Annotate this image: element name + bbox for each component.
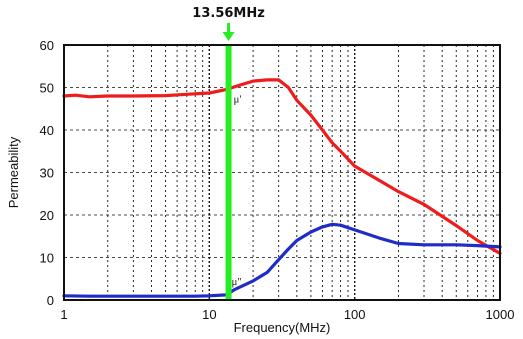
y-tick-label: 30 — [40, 166, 54, 181]
x-tick-label: 1000 — [486, 307, 515, 322]
y-tick-label: 50 — [40, 81, 54, 96]
marker-label: 13.56MHz — [192, 6, 265, 21]
series-layer — [62, 78, 502, 298]
y-tick-label: 0 — [47, 293, 54, 308]
y-tick-label: 60 — [40, 38, 54, 53]
x-tick-label: 10 — [202, 307, 216, 322]
annotation-mu-double-prime: μ'' — [232, 276, 242, 288]
x-tick-label: 100 — [344, 307, 366, 322]
axes — [63, 44, 501, 301]
marker-layer — [222, 23, 235, 300]
series-mu-double-prime-line — [62, 222, 502, 298]
y-tick-label: 10 — [40, 251, 54, 266]
y-tick-label: 20 — [40, 208, 54, 223]
y-tick-label: 40 — [40, 123, 54, 138]
series-mu-prime-line — [62, 78, 502, 255]
plot-frame — [63, 44, 501, 301]
grid — [64, 45, 500, 300]
annotation-mu-prime: μ' — [234, 93, 242, 105]
labels-layer: 13.56MHz 1 10 100 1000 0 10 20 30 40 50 60 Frequency… — [6, 6, 514, 335]
x-tick-label: 1 — [60, 307, 67, 322]
y-axis-title: Permeability — [6, 136, 21, 208]
x-axis-title: Frequency(MHz) — [234, 320, 331, 335]
marker-arrow-head — [222, 32, 235, 41]
